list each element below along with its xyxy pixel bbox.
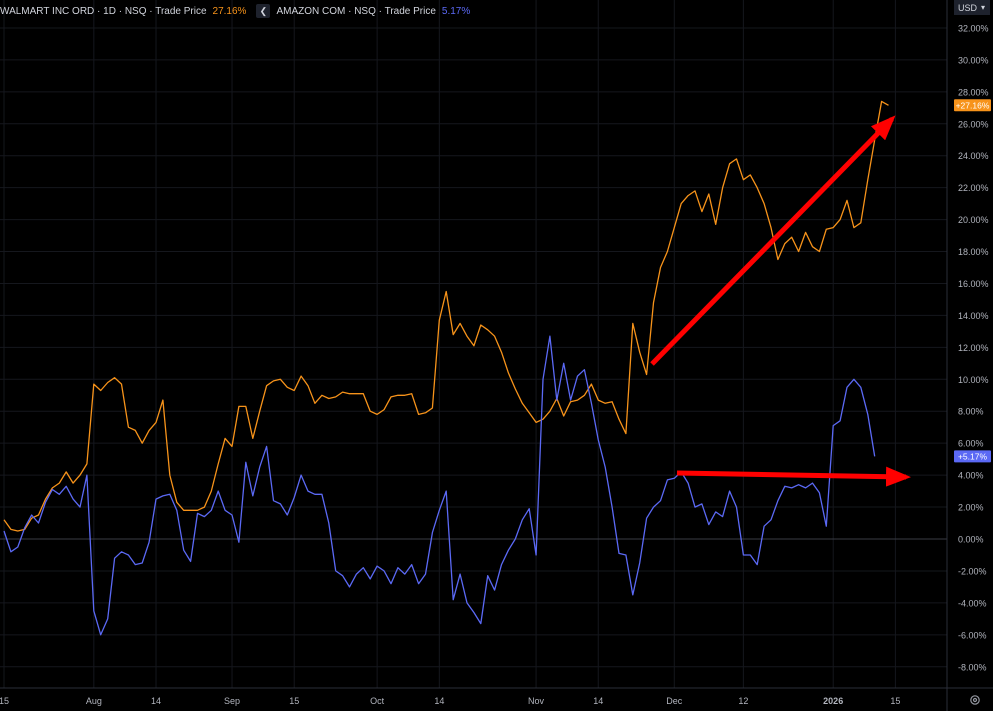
x-tick-label: 15 — [0, 696, 9, 706]
x-tick-label: 15 — [890, 696, 900, 706]
last-price-label: +27.16% — [956, 100, 990, 110]
annotation-arrow-amazon[interactable] — [676, 466, 911, 487]
amazon-legend-label[interactable]: AMAZON COM · NSQ · Trade Price — [276, 5, 436, 17]
y-tick-label: -6.00% — [958, 630, 987, 640]
x-tick-label: 14 — [434, 696, 444, 706]
x-tick-label: 14 — [151, 696, 161, 706]
y-tick-label: 30.00% — [958, 55, 989, 65]
y-tick-label: -2.00% — [958, 566, 987, 576]
x-tick-label: Oct — [370, 696, 385, 706]
time-axis[interactable]: 15 Aug 14 Sep 15 Oct 14 Nov 14 Dec 12 2026 15 — [0, 696, 900, 706]
x-tick-label: 15 — [289, 696, 299, 706]
x-tick-label: 12 — [738, 696, 748, 706]
walmart-legend-value: 27.16% — [212, 5, 247, 17]
y-tick-label: 16.00% — [958, 279, 989, 289]
chart-legend: WALMART INC ORD · 1D · NSQ · Trade Price… — [0, 4, 470, 18]
gear-icon[interactable] — [966, 691, 984, 709]
x-tick-label: Nov — [528, 696, 545, 706]
y-tick-label: 0.00% — [958, 535, 984, 545]
walmart-legend-label[interactable]: WALMART INC ORD · 1D · NSQ · Trade Price — [0, 5, 207, 17]
currency-selector[interactable]: USD ▾ — [954, 0, 990, 15]
annotation-arrow-walmart[interactable] — [650, 115, 896, 366]
series-layer — [3, 100, 889, 636]
annotation-arrows[interactable] — [650, 115, 911, 487]
price-labels: +27.16% +5.17% — [954, 99, 991, 463]
y-tick-label: 32.00% — [958, 23, 989, 33]
y-tick-label: 2.00% — [958, 503, 984, 513]
y-tick-label: -8.00% — [958, 662, 987, 672]
y-tick-label: -4.00% — [958, 598, 987, 608]
grid-lines — [0, 0, 947, 688]
y-tick-label: 18.00% — [958, 247, 989, 257]
last-price-tag — [954, 450, 991, 463]
y-tick-label: 4.00% — [958, 471, 984, 481]
x-tick-label: 2026 — [823, 696, 843, 706]
y-tick-label: 10.00% — [958, 375, 989, 385]
y-tick-label: 24.00% — [958, 151, 989, 161]
y-tick-label: 20.00% — [958, 215, 989, 225]
y-tick-label: 26.00% — [958, 119, 989, 129]
y-tick-label: 28.00% — [958, 87, 989, 97]
x-tick-label: Aug — [86, 696, 102, 706]
y-tick-label: 6.00% — [958, 439, 984, 449]
x-tick-label: Dec — [666, 696, 683, 706]
y-tick-label: 12.00% — [958, 343, 989, 353]
chevron-down-icon: ▾ — [981, 3, 986, 12]
currency-label: USD — [958, 2, 978, 13]
y-tick-label: 8.00% — [958, 407, 984, 417]
last-price-label: +5.17% — [958, 452, 988, 462]
y-tick-label: 14.00% — [958, 311, 989, 321]
walmart-line[interactable] — [3, 100, 889, 532]
amazon-line[interactable] — [3, 335, 876, 636]
amazon-legend-value: 5.17% — [441, 5, 471, 17]
chevron-left-icon[interactable]: ❮ — [256, 4, 271, 18]
last-price-tag — [954, 99, 991, 112]
price-axis[interactable]: 32.00% 30.00% 28.00% 26.00% 24.00% 22.00% 20.0… — [958, 23, 989, 672]
x-tick-label: Sep — [224, 696, 240, 706]
x-tick-label: 14 — [593, 696, 603, 706]
y-tick-label: 22.00% — [958, 183, 989, 193]
